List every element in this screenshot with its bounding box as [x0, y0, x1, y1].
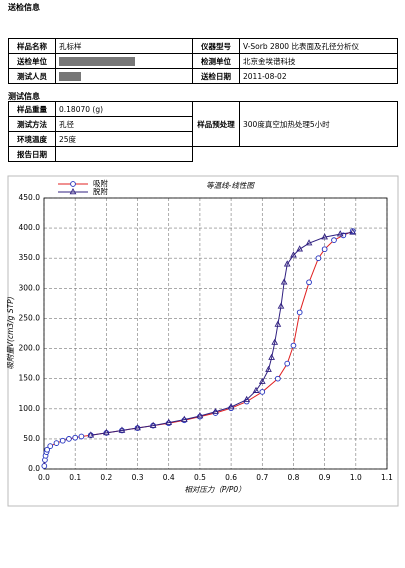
y-tick-label: 350.0 — [19, 253, 41, 262]
marker — [252, 386, 260, 393]
chart-frame — [7, 175, 399, 507]
marker — [268, 353, 275, 360]
x-tick-label: 0.9 — [319, 473, 331, 482]
marker — [290, 342, 297, 349]
marker — [271, 338, 279, 345]
marker — [47, 443, 54, 449]
legend-marker — [69, 188, 77, 195]
x-tick-label: 0.5 — [194, 473, 206, 482]
marker — [118, 426, 126, 433]
series-line — [90, 231, 353, 436]
marker — [44, 446, 50, 453]
marker — [284, 360, 291, 367]
marker — [66, 436, 72, 442]
marker — [78, 433, 85, 440]
marker — [277, 302, 285, 309]
y-tick-label: 300.0 — [19, 283, 41, 292]
marker — [87, 431, 95, 438]
plot-frame — [43, 197, 388, 470]
marker — [72, 434, 79, 441]
marker — [41, 463, 48, 469]
label: 送检日期 — [192, 68, 240, 84]
x-tick-label: 0.6 — [225, 473, 237, 482]
marker — [283, 260, 291, 267]
marker — [296, 309, 303, 316]
section-title: 测试信息 — [8, 92, 40, 101]
marker — [321, 233, 328, 240]
value: 300度真空加热处理5小时 — [239, 101, 398, 147]
marker — [243, 395, 251, 402]
marker — [196, 412, 204, 419]
y-axis-label: 吸附量V(cm3/g STP) — [6, 296, 15, 369]
y-tick-label: 250.0 — [19, 313, 41, 322]
y-tick-label: 50.0 — [23, 434, 40, 443]
marker — [149, 421, 157, 428]
marker — [53, 440, 60, 446]
value: 2011-08-02 — [239, 68, 398, 84]
marker — [103, 428, 110, 436]
x-tick-label: 1.1 — [381, 473, 393, 482]
marker — [280, 278, 288, 285]
marker — [265, 365, 272, 372]
label: 样品预处理 — [192, 101, 240, 147]
x-tick-label: 0.0 — [38, 473, 50, 482]
marker — [336, 230, 344, 237]
marker — [305, 239, 313, 246]
marker — [315, 255, 322, 262]
label: 报告日期 — [8, 146, 56, 162]
section-title: 送检信息 — [8, 3, 40, 12]
x-tick-label: 0.1 — [69, 473, 81, 482]
marker — [59, 437, 66, 444]
x-tick-label: 0.8 — [287, 473, 299, 482]
marker — [274, 320, 282, 327]
marker — [290, 251, 297, 258]
marker — [258, 377, 266, 384]
legend-label: 脱附 — [93, 186, 108, 196]
y-tick-label: 0.0 — [28, 464, 40, 473]
marker — [349, 228, 357, 235]
value — [55, 146, 193, 162]
x-tick-label: 0.7 — [256, 473, 268, 482]
x-tick-label: 0.3 — [132, 473, 144, 482]
test-table: 样品重量 0.18070 (g) 样品预处理 300度真空加热处理5小时 测试方法孔… — [8, 101, 398, 162]
marker — [227, 403, 235, 410]
marker — [331, 237, 337, 244]
legend-label: 吸附 — [93, 179, 108, 188]
x-axis-label: 相对压力（P/P0） — [184, 485, 245, 494]
marker — [212, 407, 219, 415]
marker — [321, 246, 328, 253]
y-tick-label: 100.0 — [19, 404, 41, 413]
chart-title: 等温线-线性图 — [206, 181, 255, 190]
y-tick-label: 200.0 — [19, 344, 41, 353]
marker — [259, 389, 266, 395]
x-tick-label: 0.2 — [100, 473, 112, 482]
y-tick-label: 400.0 — [19, 223, 41, 232]
marker — [275, 375, 281, 382]
x-tick-label: 1.0 — [350, 473, 362, 482]
legend-marker — [70, 181, 76, 187]
sample-table: 样品名称 孔标样 仪器型号 V-Sorb 2800 比表面及孔径分析仪 送检单位 检测单… — [8, 38, 398, 84]
marker — [165, 418, 173, 425]
y-tick-label: 450.0 — [19, 193, 41, 202]
marker — [134, 424, 141, 431]
marker — [306, 279, 312, 286]
y-tick-label: 150.0 — [19, 374, 41, 383]
marker — [296, 245, 304, 252]
x-tick-label: 0.4 — [163, 473, 175, 482]
marker — [180, 415, 188, 422]
